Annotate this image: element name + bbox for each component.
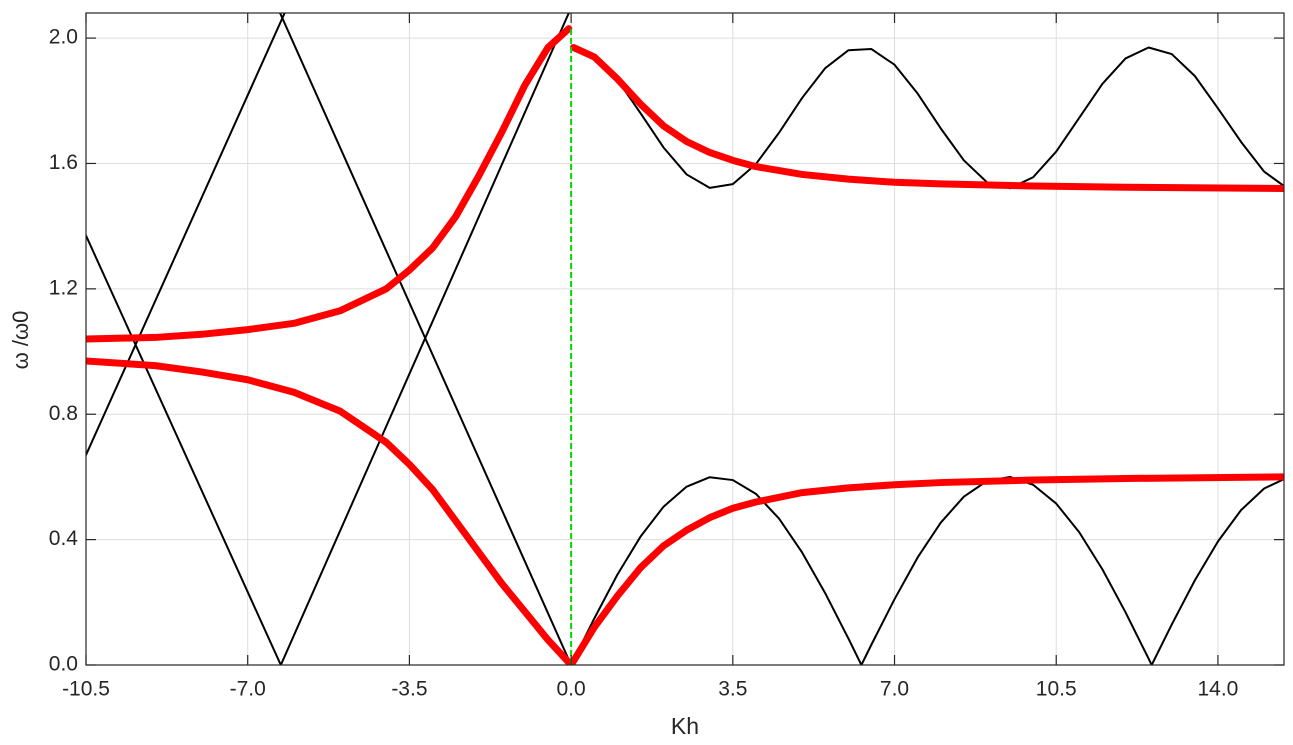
series-line [569, 43, 1284, 193]
y-axis-label: ω /ω0 [8, 311, 33, 370]
y-tick-label: 0.0 [49, 653, 78, 676]
x-tick-label: 14.0 [1197, 678, 1238, 701]
x-tick-label: 10.5 [1036, 678, 1077, 701]
series-line [570, 475, 1284, 665]
x-axis-label: Kh [671, 713, 699, 739]
y-tick-label: 1.2 [49, 276, 78, 299]
x-tick-label: 3.5 [718, 678, 747, 701]
series-line [279, 13, 573, 665]
y-tick-label: 2.0 [49, 26, 78, 49]
y-tick-label: 1.6 [49, 151, 78, 174]
series-line [86, 357, 575, 665]
series-line [86, 13, 286, 456]
x-tick-label: 7.0 [880, 678, 909, 701]
series-line [86, 25, 573, 343]
x-tick-label: -3.5 [391, 678, 427, 701]
series-line [86, 13, 570, 665]
y-tick-label: 0.8 [49, 402, 78, 425]
y-tick-label: 0.4 [49, 527, 79, 550]
series-line [567, 473, 1284, 665]
plot-area [86, 13, 1284, 665]
x-tick-label: 0.0 [557, 678, 586, 701]
ticks: -10.5 -7.0 -3.5 0.0 3.5 7.0 10.5 14.0 0.0 0.4 0.8 1… [49, 13, 1284, 701]
x-tick-label: -10.5 [62, 678, 110, 701]
axes-box [85, 12, 1285, 666]
x-tick-label: -7.0 [230, 678, 266, 701]
series-line [570, 46, 1284, 190]
